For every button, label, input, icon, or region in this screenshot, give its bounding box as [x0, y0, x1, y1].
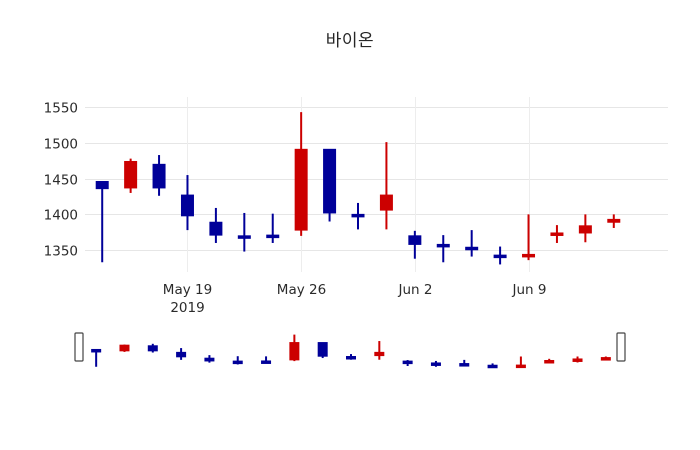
- candle-body: [578, 225, 592, 234]
- candle-body: [465, 246, 479, 251]
- rangeslider-candlestick[interactable]: [572, 356, 583, 363]
- y-axis-tick-label: 1450: [44, 173, 78, 189]
- candlestick[interactable]: [493, 246, 507, 265]
- rangeslider-candlestick[interactable]: [544, 358, 555, 364]
- candle-body: [550, 232, 564, 236]
- candlestick[interactable]: [209, 207, 223, 243]
- candle-body: [346, 356, 356, 360]
- candlestick[interactable]: [578, 214, 592, 243]
- candle-body: [209, 221, 223, 236]
- candle-body: [600, 357, 611, 361]
- rangeslider-candlestick[interactable]: [459, 359, 470, 367]
- rangeslider-candlestick[interactable]: [119, 344, 130, 352]
- candle-body: [152, 163, 166, 189]
- rangeslider-candlestick[interactable]: [487, 363, 498, 369]
- candlestick[interactable]: [408, 230, 422, 259]
- candle-body: [408, 235, 422, 245]
- candle-body: [572, 358, 583, 362]
- candle-body: [119, 344, 130, 352]
- candle-body: [351, 213, 365, 218]
- rangeslider-candlestick[interactable]: [600, 356, 611, 361]
- candle-body: [459, 363, 470, 367]
- rangeslider-candlestick[interactable]: [346, 354, 356, 360]
- candlestick[interactable]: [152, 155, 166, 196]
- candlestick[interactable]: [95, 180, 109, 263]
- rangeslider-candlestick[interactable]: [232, 356, 243, 365]
- candle-body: [180, 194, 194, 217]
- candle-body: [317, 342, 328, 357]
- chart-title: 바이온: [325, 31, 375, 51]
- candlestick[interactable]: [237, 212, 251, 252]
- rangeslider-left-handle[interactable]: [74, 332, 84, 362]
- rangeslider-candlestick[interactable]: [430, 360, 441, 367]
- candle-body: [95, 180, 109, 190]
- candle-series[interactable]: [95, 112, 621, 265]
- rangeslider-candlestick[interactable]: [204, 355, 215, 363]
- y-axis-tick-label: 1500: [44, 137, 78, 153]
- candle-body: [176, 351, 187, 358]
- rangeslider-candlestick[interactable]: [147, 343, 158, 353]
- candle-body: [204, 357, 215, 362]
- candlestick[interactable]: [522, 214, 536, 261]
- grid-layer: [85, 97, 668, 272]
- candle-body: [266, 234, 280, 239]
- x-axis-tick-label: May 26: [277, 282, 326, 298]
- x-axis-tick-label: May 19: [163, 282, 212, 298]
- rangeslider-candlestick[interactable]: [317, 342, 328, 359]
- candle-body: [544, 359, 555, 364]
- x-axis-tick-label: Jun 9: [512, 282, 547, 298]
- candle-body: [374, 351, 385, 357]
- candle-body: [402, 360, 413, 365]
- candlestick[interactable]: [323, 148, 337, 222]
- candle-body: [237, 235, 251, 239]
- x-axis-year-label: 2019: [170, 300, 204, 316]
- candle-body: [261, 360, 272, 364]
- rangeslider-candlestick[interactable]: [289, 334, 300, 362]
- range-slider[interactable]: [74, 332, 626, 369]
- candle-body: [436, 243, 450, 248]
- y-axis-tick-label: 1550: [44, 101, 78, 117]
- candle-body: [379, 194, 393, 211]
- rangeslider-candlestick[interactable]: [402, 360, 413, 367]
- candlestick[interactable]: [351, 202, 365, 230]
- candlestick[interactable]: [266, 213, 280, 243]
- x-axis-labels: May 19 2019 May 26 Jun 2 Jun 9: [163, 282, 547, 316]
- candlestick[interactable]: [379, 142, 393, 230]
- candle-body: [487, 364, 498, 369]
- candlestick[interactable]: [180, 175, 194, 231]
- candlestick[interactable]: [550, 225, 564, 243]
- candlestick[interactable]: [294, 112, 308, 236]
- candle-body: [232, 360, 243, 365]
- rangeslider-right-handle[interactable]: [616, 332, 626, 362]
- candle-body: [515, 364, 526, 369]
- candle-body: [493, 254, 507, 259]
- candle-body: [91, 348, 102, 353]
- y-axis-tick-label: 1400: [44, 208, 78, 224]
- candlestick[interactable]: [465, 230, 479, 257]
- rangeslider-candlestick[interactable]: [91, 348, 102, 367]
- y-axis-labels: 1350 1400 1450 1500 1550: [44, 101, 78, 260]
- candle-body: [147, 345, 158, 352]
- candlestick[interactable]: [124, 158, 138, 193]
- candlestick[interactable]: [436, 235, 450, 263]
- candle-body: [607, 218, 621, 223]
- candle-body: [522, 253, 536, 258]
- rangeslider-candlestick[interactable]: [261, 356, 272, 364]
- rangeslider-candlestick[interactable]: [515, 356, 526, 369]
- candle-body: [289, 342, 300, 361]
- x-axis-tick-label: Jun 2: [398, 282, 433, 298]
- rangeslider-candlestick[interactable]: [374, 341, 385, 360]
- candle-body: [430, 362, 441, 366]
- candlestick[interactable]: [607, 214, 621, 228]
- y-axis-tick-label: 1350: [44, 244, 78, 260]
- candle-body: [294, 148, 308, 231]
- candle-body: [124, 160, 138, 189]
- candle-body: [323, 148, 337, 214]
- rangeslider-candlestick[interactable]: [176, 348, 187, 360]
